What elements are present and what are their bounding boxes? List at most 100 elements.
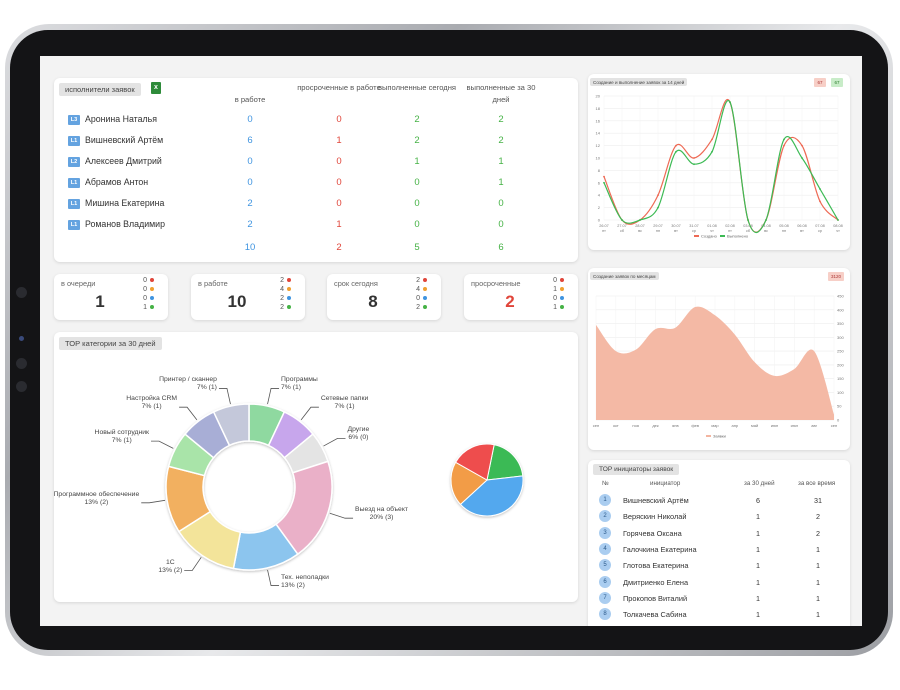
series-point[interactable]: [819, 188, 821, 190]
series-point[interactable]: [657, 206, 659, 209]
series-point[interactable]: [783, 144, 785, 147]
series-point[interactable]: [801, 157, 803, 159]
executor-count[interactable]: 2: [247, 198, 253, 209]
executor-count[interactable]: 0: [498, 198, 504, 209]
series-point[interactable]: [819, 200, 821, 203]
executor-count[interactable]: 2: [498, 114, 504, 125]
executor-count[interactable]: 0: [414, 219, 420, 230]
series-point[interactable]: [603, 181, 605, 184]
category-name: Программное обеспечение: [53, 490, 140, 498]
executor-name[interactable]: Мишина Екатерина: [85, 198, 165, 208]
executor-count[interactable]: 0: [247, 156, 253, 167]
line-chart: 0246810121416182026.07пт27.07сб28.07вс29…: [596, 94, 843, 239]
mini-pie-slice[interactable]: [454, 443, 495, 481]
executor-count[interactable]: 0: [336, 156, 342, 167]
category-label: Настройка CRM 7% (1): [126, 395, 177, 411]
executor-count[interactable]: 0: [414, 198, 420, 209]
initiator-count-all: 1: [816, 561, 820, 571]
category-value: 13% (2): [84, 498, 109, 506]
series-point[interactable]: [765, 219, 767, 221]
series-point[interactable]: [693, 163, 695, 166]
executor-count[interactable]: 1: [498, 177, 504, 188]
initiator-name[interactable]: Толкачева Сабина: [623, 610, 687, 620]
initiator-count-30d: 6: [756, 496, 760, 505]
initiator-name[interactable]: Горячева Оксана: [623, 528, 682, 538]
series-point[interactable]: [729, 101, 731, 104]
mini-pie-slice[interactable]: [450, 461, 488, 506]
initiator-name[interactable]: Глотова Екатерина: [623, 561, 689, 571]
executor-name[interactable]: Аронина Наталья: [85, 114, 157, 124]
initiator-name[interactable]: Галочкина Екатерина: [623, 544, 697, 554]
y-tick-label: 2: [598, 205, 601, 210]
executor-count[interactable]: 1: [336, 135, 342, 146]
x-tick-label: фев: [691, 423, 699, 428]
executor-name[interactable]: Романов Владимир: [85, 219, 165, 229]
executor-count[interactable]: 0: [247, 114, 253, 125]
initiator-name[interactable]: Дмитриенко Елена: [623, 577, 689, 587]
queue-breakdown-row: 2: [407, 304, 427, 311]
executor-count[interactable]: 1: [336, 219, 342, 230]
sensor-icon: [16, 381, 27, 392]
executor-count[interactable]: 0: [498, 219, 504, 230]
executor-count[interactable]: 6: [247, 135, 253, 146]
x-tick-label: окт: [613, 423, 619, 428]
executor-count[interactable]: 0: [414, 177, 420, 188]
initiator-name[interactable]: Веряскин Николай: [623, 512, 687, 522]
executor-count[interactable]: 0: [336, 198, 342, 209]
initiator-name[interactable]: Прокопов Виталий: [623, 593, 688, 603]
excel-icon[interactable]: x: [151, 82, 161, 94]
executor-name[interactable]: Алексеев Дмитрий: [85, 156, 162, 166]
queue-card[interactable]: в работе 10 2 4 2 2: [191, 274, 305, 320]
executor-count[interactable]: 0: [336, 177, 342, 188]
level-badge: L2: [68, 157, 80, 167]
executor-count[interactable]: 2: [498, 135, 504, 146]
category-name: 1С: [165, 558, 175, 566]
queue-breakdown-row: 4: [271, 286, 291, 293]
series-point[interactable]: [801, 144, 803, 147]
queue-breakdown-row: 2: [271, 304, 291, 311]
series-point[interactable]: [675, 150, 677, 153]
executor-count[interactable]: 0: [247, 177, 253, 188]
initiator-name[interactable]: Вишневский Артём: [623, 496, 689, 505]
area-series[interactable]: [596, 306, 834, 420]
status-dot-icon: [560, 305, 564, 310]
series-point[interactable]: [747, 219, 749, 221]
series-point[interactable]: [621, 219, 623, 221]
donut-slice[interactable]: [212, 403, 250, 447]
queue-breakdown-count: 2: [280, 295, 284, 302]
queue-card[interactable]: срок сегодня 8 2 4 0 2: [327, 274, 441, 320]
series-point[interactable]: [639, 219, 641, 221]
executor-count[interactable]: 2: [414, 135, 420, 146]
series-line: [603, 99, 839, 233]
executor-name[interactable]: Абрамов Антон: [85, 177, 149, 187]
series-point[interactable]: [783, 138, 785, 141]
mini-pie-slice[interactable]: [459, 475, 524, 517]
executor-count[interactable]: 0: [336, 114, 342, 125]
queue-card[interactable]: просроченные 2 0 1 0 1: [464, 274, 578, 320]
sensor-icon: [16, 358, 27, 369]
series-point[interactable]: [657, 194, 659, 197]
series-point[interactable]: [675, 144, 677, 147]
level-badge: L1: [68, 178, 80, 188]
series-point[interactable]: [603, 175, 605, 178]
y-tick-label: 100: [837, 390, 844, 395]
series-point[interactable]: [711, 138, 713, 141]
queue-breakdown-row: 0: [134, 277, 154, 284]
completed-filter-button[interactable]: 67: [831, 78, 843, 87]
series-point[interactable]: [711, 150, 713, 153]
leader-line: [323, 437, 346, 447]
executor-count[interactable]: 1: [414, 156, 420, 167]
mini-pie-slice[interactable]: [486, 444, 524, 481]
executor-count[interactable]: 2: [414, 114, 420, 125]
level-badge: L3: [68, 115, 80, 125]
category-label: Программное обеспечение 13% (2): [54, 491, 140, 507]
queue-breakdown-row: 1: [544, 304, 564, 311]
total-requests-button[interactable]: 3120: [828, 272, 844, 281]
series-point[interactable]: [693, 157, 695, 159]
series-point[interactable]: [837, 219, 839, 221]
queue-card[interactable]: в очереди 1 0 0 0 1: [54, 274, 168, 320]
created-filter-button[interactable]: 67: [814, 78, 826, 87]
executor-name[interactable]: Вишневский Артём: [85, 135, 164, 145]
executor-count[interactable]: 1: [498, 156, 504, 167]
executor-count[interactable]: 2: [247, 219, 253, 230]
